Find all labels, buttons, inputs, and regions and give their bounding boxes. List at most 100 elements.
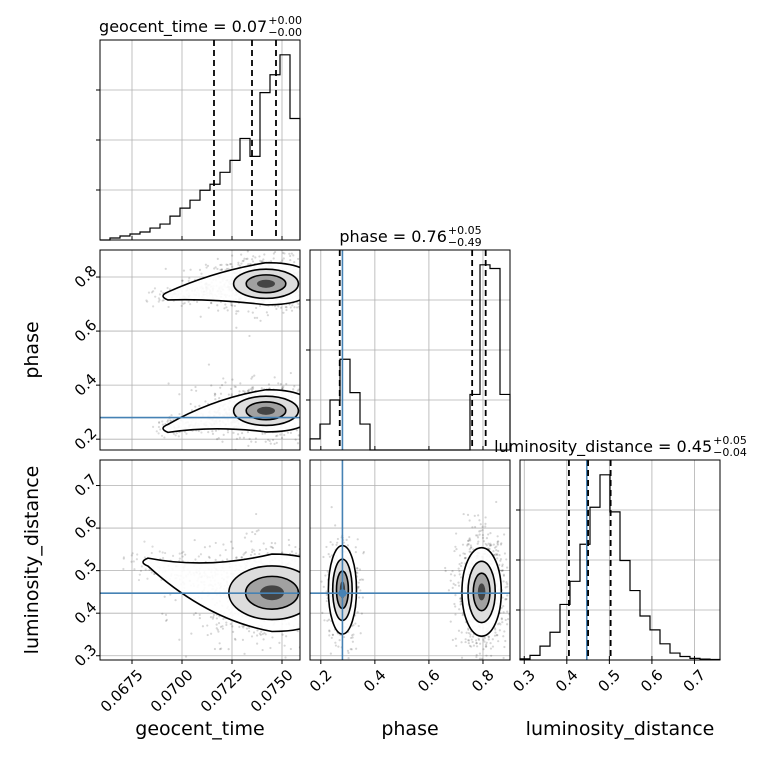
sample-point: [303, 584, 305, 586]
sample-point: [303, 266, 305, 268]
sample-point: [371, 602, 373, 604]
sample-point: [459, 603, 462, 606]
sample-point: [224, 303, 227, 306]
sample-point: [444, 566, 447, 570]
sample-point: [302, 565, 304, 567]
sample-point: [322, 545, 324, 547]
sample-point: [323, 598, 325, 600]
sample-point: [212, 615, 215, 619]
sample-point: [244, 551, 248, 554]
sample-point: [317, 565, 319, 567]
sample-point: [491, 638, 494, 641]
sample-point: [209, 616, 213, 619]
sample-point: [304, 418, 306, 420]
sample-point: [329, 652, 332, 655]
sample-point: [321, 611, 324, 614]
sample-point: [351, 634, 354, 637]
sample-point: [459, 597, 462, 600]
sample-point: [305, 423, 307, 425]
sample-point: [158, 420, 161, 424]
sample-point: [145, 299, 148, 302]
sample-point: [178, 552, 181, 555]
sample-point: [304, 280, 306, 282]
sample-point: [487, 635, 490, 638]
sample-point: [369, 664, 371, 666]
sample-point: [301, 570, 303, 572]
sample-point: [305, 410, 307, 412]
sample-point: [354, 546, 357, 549]
sample-point: [150, 291, 154, 294]
sample-point: [315, 412, 317, 414]
sample-point: [302, 276, 304, 278]
sample-point: [312, 607, 314, 609]
sample-point: [451, 586, 454, 589]
sample-point: [152, 305, 155, 308]
sample-point: [362, 550, 365, 554]
sample-point: [307, 550, 309, 552]
sample-point: [463, 557, 467, 560]
y-tick-label: 0.6: [71, 316, 101, 346]
sample-point: [311, 423, 313, 425]
sample-point: [307, 287, 309, 289]
sample-point: [475, 534, 478, 537]
sample-point: [303, 382, 305, 384]
sample-point: [347, 651, 350, 655]
sample-point: [258, 552, 261, 556]
sample-point: [182, 302, 185, 305]
sample-point: [449, 573, 453, 576]
sample-point: [489, 647, 493, 650]
sample-point: [249, 553, 253, 557]
sample-point: [495, 500, 498, 504]
sample-point: [311, 269, 313, 271]
sample-point: [183, 302, 186, 305]
axes-frame: [309, 459, 511, 661]
sample-point: [362, 552, 365, 555]
sample-point: [294, 545, 297, 549]
sample-point: [485, 662, 487, 664]
sample-point: [356, 538, 359, 541]
sample-point: [468, 519, 471, 522]
sample-point: [277, 305, 280, 308]
sample-point: [250, 377, 253, 380]
sample-point: [313, 599, 315, 601]
sample-point: [303, 602, 305, 604]
title-main: geocent_time = 0.07: [99, 17, 267, 37]
sample-point: [435, 613, 437, 615]
sample-point: [313, 423, 315, 425]
sample-point: [503, 630, 506, 633]
sample-point: [307, 586, 309, 588]
sample-point: [338, 639, 341, 642]
sample-point: [470, 546, 473, 549]
sample-point: [290, 252, 293, 255]
sample-point: [336, 537, 340, 541]
joint-phase-luminosity_distance: [309, 459, 511, 664]
sample-point: [315, 413, 317, 415]
sample-point: [326, 619, 329, 622]
sample-point: [457, 581, 460, 584]
sample-point: [502, 611, 505, 614]
sample-point: [246, 250, 249, 253]
sample-point: [344, 420, 346, 422]
sample-point: [342, 635, 346, 639]
sample-point: [500, 569, 503, 572]
sample-point: [217, 437, 220, 440]
sample-point: [467, 639, 470, 642]
sample-point: [292, 254, 295, 257]
sample-point: [363, 626, 365, 628]
sample-point: [150, 551, 153, 555]
sample-point: [305, 582, 307, 584]
sample-point: [303, 402, 305, 404]
sample-point: [328, 634, 331, 637]
sample-point: [218, 396, 221, 400]
sample-point: [306, 411, 308, 413]
sample-point: [280, 436, 284, 440]
sample-point: [215, 627, 218, 630]
sample-point: [198, 268, 202, 272]
sample-point: [490, 654, 493, 657]
sample-point: [215, 623, 218, 626]
sample-point: [225, 623, 228, 627]
sample-point: [314, 577, 316, 579]
sample-point: [312, 607, 314, 609]
sample-point: [481, 525, 484, 528]
